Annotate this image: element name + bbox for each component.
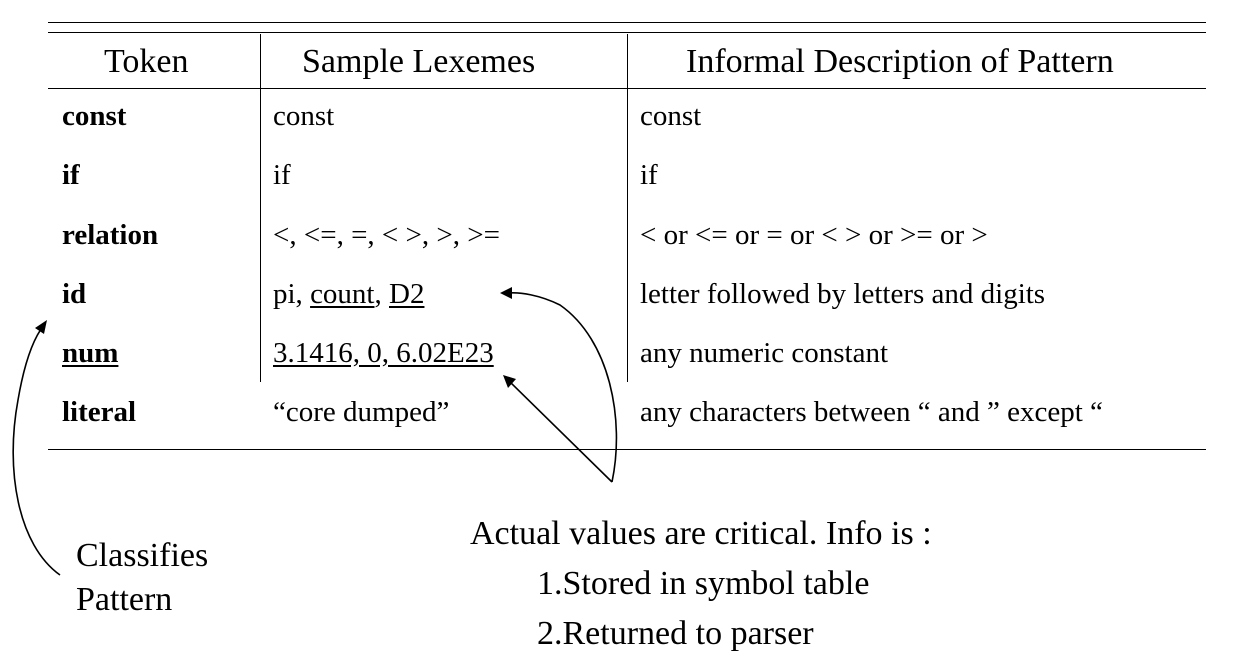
lexemes-const: const [273, 100, 335, 132]
lexeme-pi: pi, [273, 278, 311, 310]
d2-arrowhead [500, 287, 512, 299]
token-literal: literal [62, 396, 137, 428]
token-id: id [62, 278, 87, 310]
top-rule-inner [48, 32, 1206, 33]
lexemes-if: if [273, 159, 291, 191]
header-sample-lexemes: Sample Lexemes [302, 43, 536, 80]
actual-values-line3: 2.Returned to parser [537, 615, 814, 652]
column-divider-1 [260, 34, 261, 382]
token-num: num [62, 337, 119, 369]
lexeme-d2: D2 [389, 278, 425, 310]
pattern-num: any numeric constant [640, 337, 889, 369]
classifies-arrowhead [35, 320, 47, 334]
classifies-label-line1: Classifies [76, 537, 209, 574]
lexemes-relation: <, <=, =, < >, >, >= [273, 219, 500, 251]
top-rule-outer [48, 22, 1206, 23]
column-divider-2 [627, 34, 628, 382]
lexeme-count: count [310, 278, 375, 310]
token-if: if [62, 159, 80, 191]
lexemes-num: 3.1416, 0, 6.02E23 [273, 337, 494, 369]
num-arrowhead [503, 375, 516, 388]
lexemes-id: pi, count, D2 [273, 276, 424, 312]
pattern-const: const [640, 100, 702, 132]
pattern-id: letter followed by letters and digits [640, 278, 1046, 310]
header-informal-description: Informal Description of Pattern [686, 43, 1114, 80]
pattern-if: if [640, 159, 658, 191]
actual-values-line2: 1.Stored in symbol table [537, 565, 870, 602]
pattern-relation: < or <= or = or < > or >= or > [640, 219, 988, 251]
classifies-arrow-curve [12, 324, 61, 576]
header-token: Token [104, 43, 189, 80]
token-const: const [62, 100, 127, 132]
actual-values-line1: Actual values are critical. Info is : [470, 515, 932, 552]
d2-arrow-curve [507, 292, 618, 483]
pattern-literal: any characters between “ and ” except “ [640, 396, 1103, 428]
num-arrow-line [507, 379, 613, 483]
classifies-label-line2: Pattern [76, 581, 173, 618]
token-relation: relation [62, 219, 159, 251]
bottom-rule [48, 449, 1206, 450]
lexemes-literal: “core dumped” [273, 396, 450, 428]
lexeme-separator: , [374, 278, 389, 310]
